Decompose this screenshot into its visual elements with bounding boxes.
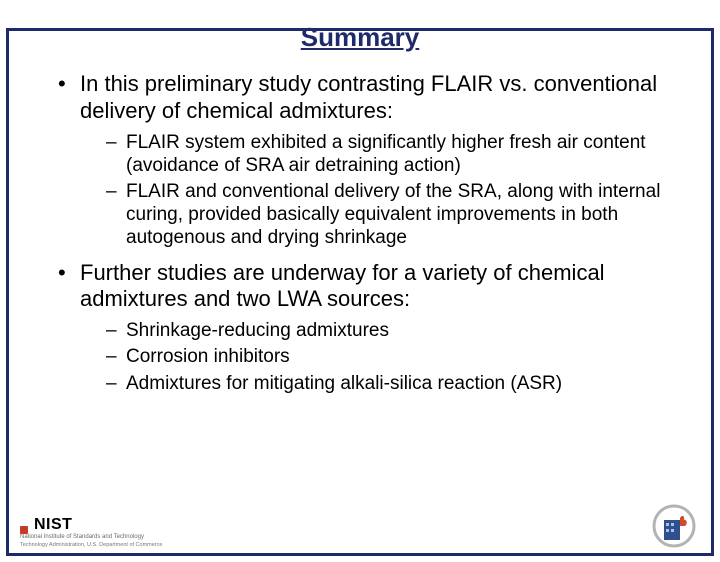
- nist-accent-icon: [20, 526, 28, 534]
- bullet-item: In this preliminary study contrasting FL…: [58, 71, 680, 250]
- bullet-list: In this preliminary study contrasting FL…: [40, 71, 680, 395]
- bullet-text: Further studies are underway for a varie…: [80, 260, 605, 312]
- bullet-text: In this preliminary study contrasting FL…: [80, 71, 657, 123]
- sub-bullet-item: Corrosion inhibitors: [106, 345, 680, 368]
- slide-content: In this preliminary study contrasting FL…: [0, 71, 720, 395]
- bullet-item: Further studies are underway for a varie…: [58, 260, 680, 395]
- nist-logo-main: NIST: [20, 516, 162, 534]
- nist-logo: NIST National Institute of Standards and…: [20, 516, 162, 548]
- nist-subtitle: National Institute of Standards and Tech…: [20, 534, 162, 541]
- footer-left: NIST National Institute of Standards and…: [20, 516, 162, 548]
- sub-bullet-list: FLAIR system exhibited a significantly h…: [80, 131, 680, 250]
- sub-bullet-item: FLAIR system exhibited a significantly h…: [106, 131, 680, 177]
- nist-tagline: Technology Administration, U.S. Departme…: [20, 542, 162, 548]
- sub-bullet-item: Shrinkage-reducing admixtures: [106, 319, 680, 342]
- sub-bullet-list: Shrinkage-reducing admixtures Corrosion …: [80, 319, 680, 395]
- org-badge-icon: [652, 504, 696, 548]
- sub-bullet-item: FLAIR and conventional delivery of the S…: [106, 180, 680, 250]
- nist-label: NIST: [34, 516, 72, 534]
- sub-bullet-item: Admixtures for mitigating alkali-silica …: [106, 372, 680, 395]
